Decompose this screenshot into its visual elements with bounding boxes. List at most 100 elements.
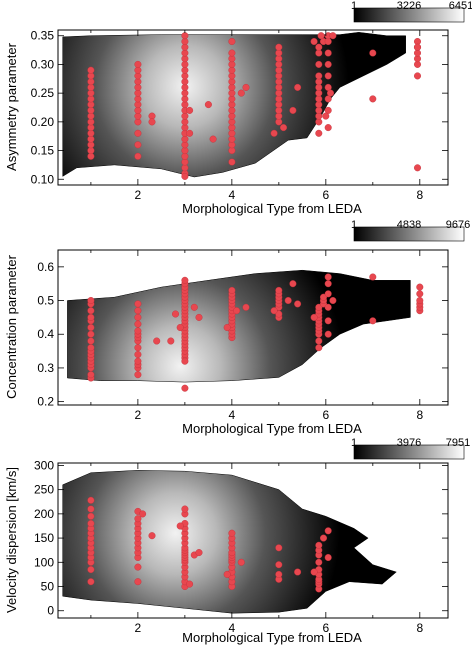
- data-point: [315, 344, 323, 352]
- plot-frame-1: [57, 29, 449, 186]
- data-point: [190, 303, 198, 311]
- data-point: [167, 337, 175, 345]
- data-point: [315, 129, 323, 137]
- data-point: [315, 541, 323, 549]
- x-tick-label: 2: [135, 621, 142, 635]
- y-tick-label: 200: [34, 507, 54, 521]
- data-point: [87, 337, 95, 345]
- data-point: [275, 286, 283, 294]
- x-tick-label: 2: [135, 408, 142, 422]
- colorbar-3-max-label: 7951: [446, 437, 470, 449]
- x-axis-label-2: Morphological Type from LEDA: [182, 421, 362, 436]
- data-point: [324, 290, 332, 298]
- plot-frame-2: [57, 249, 449, 406]
- data-point: [87, 512, 95, 520]
- data-point: [294, 568, 302, 576]
- x-tick-label: 8: [416, 188, 423, 202]
- y-tick-label: 0.6: [37, 260, 54, 274]
- data-point: [369, 317, 377, 325]
- x-tick-label: 8: [416, 408, 423, 422]
- data-point: [181, 32, 189, 40]
- colorbar-1-mid-label: 3226: [397, 0, 421, 12]
- panel-asymmetry: 1 3226 6451 2 4 6 8 0.10 0.15 0.20 0.25 0.30 0.35…: [4, 0, 472, 216]
- data-point: [153, 337, 161, 345]
- colorbar-2: [353, 226, 465, 242]
- data-point: [181, 357, 189, 365]
- data-point: [134, 371, 142, 379]
- data-point: [315, 303, 323, 311]
- data-point: [186, 106, 194, 114]
- data-point: [87, 344, 95, 352]
- data-point: [223, 324, 231, 332]
- data-point: [87, 297, 95, 305]
- x-tick-label: 4: [229, 621, 236, 635]
- data-point: [87, 307, 95, 315]
- data-point: [87, 520, 95, 528]
- data-point: [204, 101, 212, 109]
- data-point: [275, 544, 283, 552]
- colorbar-3-min-label: 1: [351, 437, 357, 449]
- data-point: [228, 286, 236, 294]
- x-tick-label: 4: [229, 188, 236, 202]
- data-point: [369, 95, 377, 103]
- data-point: [324, 72, 332, 80]
- data-point: [310, 38, 318, 46]
- x-tick-label: 6: [322, 621, 329, 635]
- x-tick-label: 4: [229, 408, 236, 422]
- data-point: [329, 297, 337, 305]
- data-point: [171, 310, 179, 318]
- data-point: [134, 515, 142, 523]
- y-axis-label-3: Velocity dispersion [km/s]: [4, 467, 19, 613]
- data-point: [134, 141, 142, 149]
- axis-ticks-3: 2 4 6 8 0 50 100 150 200 250 300: [34, 458, 448, 635]
- data-point: [87, 330, 95, 338]
- data-point: [228, 38, 236, 46]
- data-point: [228, 49, 236, 57]
- y-tick-label: 0.35: [31, 29, 55, 43]
- data-point: [181, 172, 189, 180]
- data-point: [134, 351, 142, 359]
- data-point: [237, 89, 245, 97]
- data-point: [414, 43, 422, 51]
- data-points-1: [87, 32, 422, 180]
- data-point: [87, 324, 95, 332]
- data-point: [134, 129, 142, 137]
- y-tick-label: 0.3: [37, 361, 54, 375]
- data-point: [87, 313, 95, 321]
- colorbar-2-mid-label: 4838: [397, 219, 421, 231]
- y-tick-label: 0.30: [31, 57, 55, 71]
- data-point: [87, 66, 95, 74]
- data-point: [139, 510, 147, 518]
- data-point: [416, 283, 424, 291]
- data-point: [181, 505, 189, 513]
- data-point: [414, 164, 422, 172]
- data-point: [320, 293, 328, 301]
- data-point: [275, 43, 283, 51]
- y-tick-label: 0.20: [31, 115, 55, 129]
- y-tick-label: 100: [34, 555, 54, 569]
- y-tick-label: 0.10: [31, 172, 55, 186]
- data-point: [315, 337, 323, 345]
- data-point: [223, 570, 231, 578]
- data-point: [270, 129, 278, 137]
- data-point: [324, 49, 332, 57]
- data-point: [195, 313, 203, 321]
- data-point: [148, 118, 156, 126]
- y-axis-label-2: Concentration parameter: [4, 254, 19, 398]
- data-point: [134, 152, 142, 160]
- data-point: [280, 124, 288, 132]
- panel-concentration: 1 4838 9676 2 4 6 8 0.2 0.3 0.4 0.5 0.6 Morpholo…: [4, 219, 470, 436]
- data-point: [134, 307, 142, 315]
- data-point: [195, 549, 203, 557]
- data-point: [181, 384, 189, 392]
- data-point: [87, 505, 95, 513]
- y-tick-label: 0.15: [31, 144, 55, 158]
- data-point: [310, 313, 318, 321]
- data-point: [289, 280, 297, 288]
- data-point: [315, 558, 323, 566]
- data-point: [134, 344, 142, 352]
- axis-ticks-2: 2 4 6 8 0.2 0.3 0.4 0.5 0.6: [37, 250, 448, 422]
- y-tick-label: 150: [34, 531, 54, 545]
- data-point: [324, 330, 332, 338]
- data-point: [414, 72, 422, 80]
